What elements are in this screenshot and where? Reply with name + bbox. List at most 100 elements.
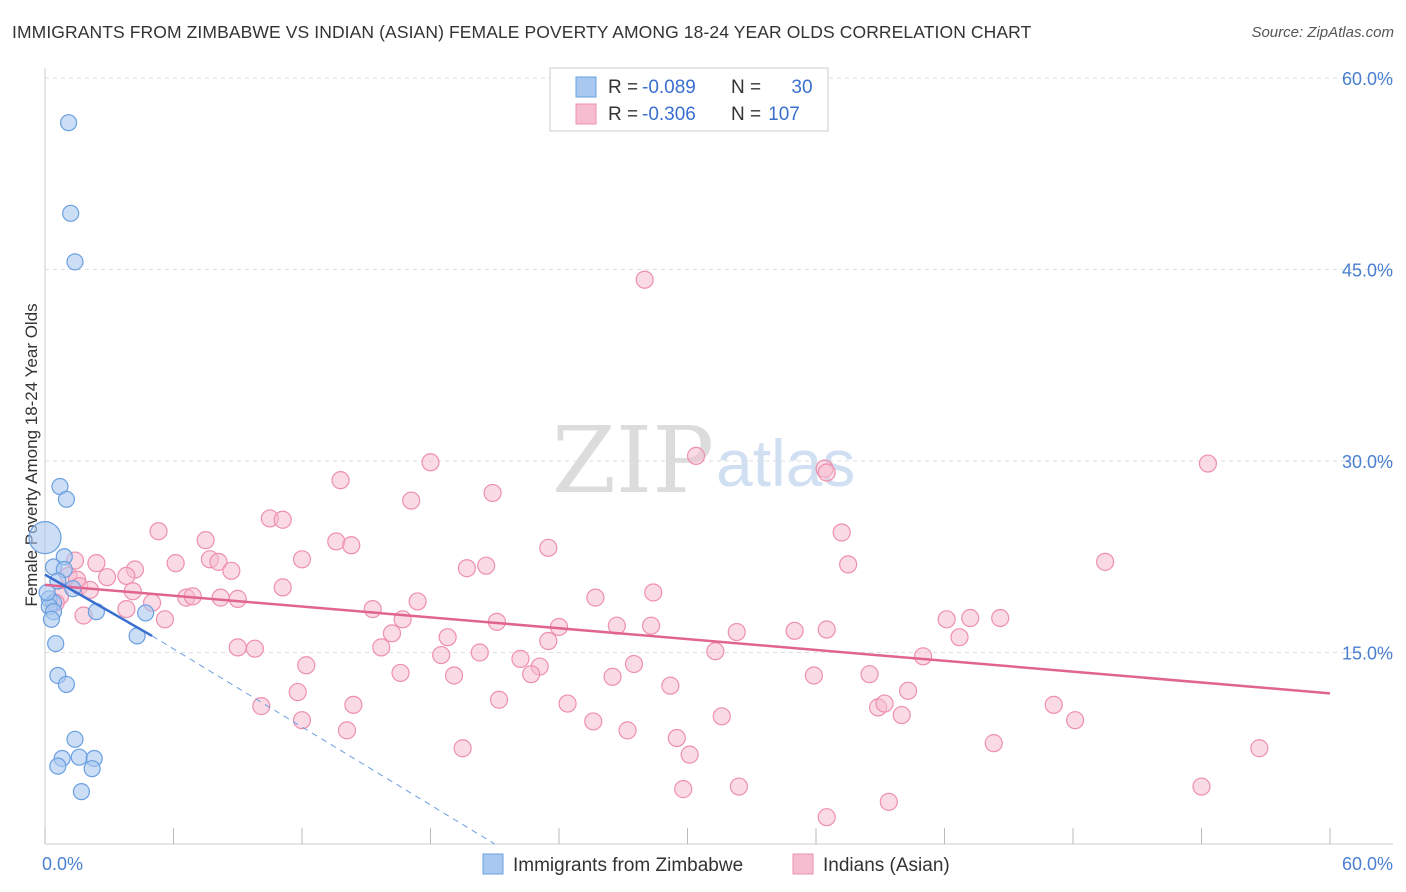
blue-point <box>42 610 61 628</box>
pink-point <box>558 694 577 713</box>
pink-point <box>273 510 292 529</box>
pink-point <box>382 624 402 643</box>
legend-r-value-pink: -0.306 <box>642 104 696 125</box>
x-tick-label-right: 60.0% <box>1342 854 1393 874</box>
pink-point <box>117 566 136 586</box>
grid-lines <box>45 77 1393 653</box>
pink-point <box>391 663 410 683</box>
blue-point <box>83 760 101 778</box>
pink-point <box>438 628 457 647</box>
pink-point <box>331 471 350 490</box>
pink-point <box>712 707 731 726</box>
pink-point <box>477 556 496 575</box>
pink-point <box>402 491 421 510</box>
pink-point <box>252 697 271 716</box>
pink-point <box>950 628 969 647</box>
legend-n-value-pink: 107 <box>768 104 800 125</box>
axes <box>44 68 1393 845</box>
legend-n-label-blue: N = <box>731 77 761 98</box>
pink-point <box>337 721 357 740</box>
blue-point <box>62 204 80 222</box>
legend-n-label-pink: N = <box>731 104 761 125</box>
pink-point <box>898 681 918 700</box>
pink-point <box>87 554 106 573</box>
blue-point <box>57 490 76 508</box>
pink-point <box>879 792 898 811</box>
pink-point <box>603 667 622 686</box>
blue-trend-line <box>44 573 153 637</box>
pink-point <box>209 552 228 571</box>
y-tick-label-45: 45.0% <box>1342 261 1393 281</box>
pink-point <box>618 721 637 740</box>
pink-point <box>211 588 230 607</box>
trend-lines <box>44 573 1331 845</box>
pink-point <box>292 550 312 569</box>
y-tick-label-15: 15.0% <box>1342 644 1393 664</box>
pink-point <box>327 532 346 551</box>
blue-point <box>57 675 76 694</box>
pink-point <box>245 639 264 658</box>
blue-point <box>47 634 65 653</box>
bottom-legend-swatch-pink <box>792 853 814 875</box>
legend-r-label-blue: R = <box>608 77 638 98</box>
series-indians-asian <box>46 270 1269 827</box>
pink-point <box>372 638 391 657</box>
y-tick-label-30: 30.0% <box>1342 452 1393 472</box>
pink-point <box>674 780 693 799</box>
pink-point <box>624 654 644 674</box>
pink-point <box>342 536 361 555</box>
pink-point <box>470 643 489 662</box>
pink-point <box>644 583 663 602</box>
pink-point <box>661 676 680 695</box>
y-tick-label-60: 60.0% <box>1342 69 1393 89</box>
blue-point <box>137 604 155 622</box>
blue-point <box>38 583 56 602</box>
pink-point <box>1044 695 1063 714</box>
pink-point <box>363 599 382 619</box>
pink-point <box>635 270 654 289</box>
pink-point <box>641 616 661 635</box>
blue-point <box>49 757 67 775</box>
pink-point <box>228 589 247 608</box>
pink-point <box>489 690 509 709</box>
pink-point <box>1250 739 1269 758</box>
pink-point <box>288 682 307 702</box>
pink-point <box>913 647 933 666</box>
pink-trend-line <box>44 583 1331 695</box>
pink-point <box>984 734 1003 753</box>
pink-point <box>1192 777 1211 796</box>
pink-point <box>584 712 603 731</box>
pink-point <box>453 739 472 758</box>
pink-point <box>344 695 363 714</box>
x-tick-label-left: 0.0% <box>42 854 83 874</box>
pink-point <box>432 645 451 665</box>
pink-point <box>832 523 851 542</box>
series-immigrants-zimbabwe <box>28 114 155 801</box>
pink-point <box>785 621 804 640</box>
legend-swatch-pink <box>575 103 597 125</box>
blue-trend-extension <box>151 635 496 845</box>
pink-point <box>444 666 464 685</box>
blue-point <box>59 114 78 132</box>
pink-point <box>839 555 858 574</box>
bottom-legend-label-pink: Indians (Asian) <box>823 855 950 876</box>
pink-point <box>817 808 836 827</box>
stats-legend: R = -0.089 N = 30 R = -0.306 N = 107 <box>549 67 829 132</box>
watermark-atlas: atlas <box>716 426 855 500</box>
pink-point <box>511 649 530 668</box>
source-label: Source: ZipAtlas.com <box>1251 24 1394 41</box>
pink-point <box>457 559 477 578</box>
pink-point <box>292 711 312 730</box>
pink-point <box>586 588 605 607</box>
legend-r-value-blue: -0.089 <box>642 77 696 98</box>
pink-point <box>1198 454 1218 473</box>
pink-point <box>892 705 911 725</box>
bottom-legend-swatch-blue <box>482 853 504 875</box>
blue-point <box>66 730 84 748</box>
pink-point <box>667 728 686 748</box>
pink-point <box>961 608 980 628</box>
pink-point <box>1066 711 1085 730</box>
series-legend: Immigrants from Zimbabwe Indians (Asian) <box>482 853 950 876</box>
pink-point <box>297 656 316 675</box>
